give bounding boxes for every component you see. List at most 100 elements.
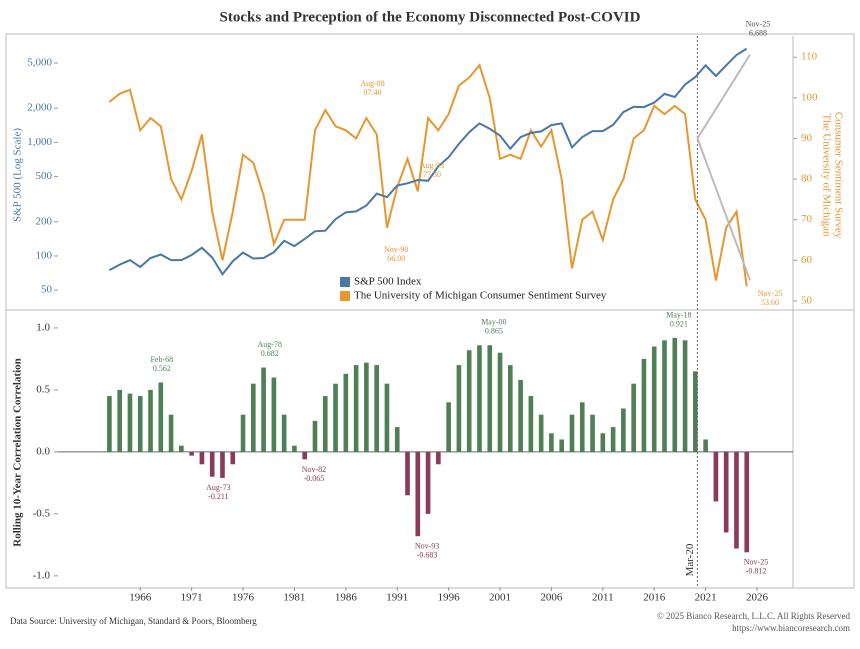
bar xyxy=(384,383,390,452)
bar xyxy=(518,379,523,452)
annotation-value: 6,688 xyxy=(749,28,767,37)
annotation-label: Aug-73 xyxy=(206,483,230,492)
bar xyxy=(641,358,647,452)
bar xyxy=(610,427,616,452)
legend-swatch xyxy=(340,277,350,287)
bar xyxy=(302,451,308,460)
bar xyxy=(179,445,184,452)
y-tick-label: -1.0 xyxy=(33,569,51,581)
y2-tick-label: 80 xyxy=(801,173,813,185)
event-label: Mar-20 xyxy=(684,543,696,576)
arrow xyxy=(696,54,751,139)
bar xyxy=(538,414,544,452)
frame xyxy=(5,33,855,589)
bar xyxy=(137,396,143,452)
bar xyxy=(117,389,122,452)
annotation-label: Nov-25 xyxy=(744,557,768,566)
annotation-value: 53.60 xyxy=(761,298,779,307)
y-tick-label: -0.5 xyxy=(33,507,51,519)
annotation-value: 77.30 xyxy=(423,170,441,179)
x-tick-label: 1986 xyxy=(335,592,358,604)
annotation-label: Nov-25 xyxy=(758,289,782,298)
bar xyxy=(405,451,410,496)
y-axis-title: S&P 500 (Log Scale) xyxy=(12,128,24,222)
annotation-value: -0.812 xyxy=(746,566,767,575)
y2-tick-label: 50 xyxy=(801,294,813,306)
y2-tick-label: 70 xyxy=(801,213,813,225)
bar xyxy=(600,433,606,452)
x-tick-label: 2001 xyxy=(489,592,511,604)
bar xyxy=(107,396,112,452)
y-axis-title: Rolling 10-Year Correlation Correlation xyxy=(12,358,24,547)
bar xyxy=(353,365,359,452)
chart-title: Stocks and Preception of the Economy Dis… xyxy=(220,9,641,25)
legend-label: The University of Michigan Consumer Sent… xyxy=(354,290,607,302)
bar xyxy=(333,383,338,452)
y2-tick-label: 110 xyxy=(801,51,818,63)
bar xyxy=(240,414,246,452)
y-tick-label: 1.0 xyxy=(36,321,50,333)
bar xyxy=(261,367,266,452)
bar xyxy=(189,451,194,456)
bar xyxy=(497,352,503,452)
bar xyxy=(158,382,164,452)
bar xyxy=(662,340,667,452)
bar xyxy=(374,365,379,452)
annotation-value: 97.40 xyxy=(364,88,382,97)
bar xyxy=(590,414,595,452)
bar xyxy=(682,340,688,452)
annotation-value: 66.00 xyxy=(387,254,405,263)
annotation-label: Aug-78 xyxy=(258,340,282,349)
bar xyxy=(271,377,277,452)
x-tick-label: 1976 xyxy=(232,592,255,604)
bar xyxy=(569,414,575,452)
x-tick-label: 1981 xyxy=(283,592,305,604)
annotation-value: 0.865 xyxy=(485,326,503,335)
y2-tick-label: 100 xyxy=(801,91,818,103)
bar xyxy=(477,345,482,452)
annotation-label: Nov-25 xyxy=(746,19,770,28)
series-line xyxy=(108,47,748,277)
bar xyxy=(425,451,431,514)
y-tick-label: 0.0 xyxy=(36,445,50,457)
series-line xyxy=(108,63,748,287)
bar xyxy=(723,451,729,533)
bar xyxy=(651,346,657,452)
y2-axis-title: The University of Michigan xyxy=(820,113,832,237)
bar xyxy=(672,337,678,452)
bar xyxy=(549,433,554,452)
y-tick-label: 1,000 xyxy=(27,136,52,148)
bar xyxy=(436,451,441,465)
arrow xyxy=(696,138,751,281)
bar xyxy=(281,414,287,452)
annotation-value: -0.065 xyxy=(304,474,325,483)
y-tick-label: 50 xyxy=(41,284,53,296)
y2-tick-label: 60 xyxy=(801,254,813,266)
bar xyxy=(621,408,626,452)
x-tick-label: 2026 xyxy=(746,592,769,604)
y-tick-label: 100 xyxy=(36,249,53,261)
y2-tick-label: 90 xyxy=(801,132,813,144)
x-tick-label: 1966 xyxy=(129,592,152,604)
bar xyxy=(734,451,739,549)
annotation-value: -0.211 xyxy=(208,492,228,501)
bar xyxy=(199,451,205,465)
legend-swatch xyxy=(340,291,350,301)
bar xyxy=(312,420,318,452)
bar xyxy=(456,365,462,452)
bar xyxy=(343,373,349,452)
bar xyxy=(148,389,153,452)
bar xyxy=(466,350,472,452)
annotation-value: 0.682 xyxy=(261,349,279,358)
source-note: Data Source: University of Michigan, Sta… xyxy=(10,616,257,626)
bar xyxy=(168,414,174,452)
y-tick-label: 5,000 xyxy=(27,57,52,69)
annotation-value: 0.562 xyxy=(153,364,171,373)
annotation-label: Aug-88 xyxy=(360,79,384,88)
bar xyxy=(713,451,719,502)
bar xyxy=(703,439,708,452)
bar xyxy=(322,396,328,452)
y2-axis-title: Consumer Sentiment Survey xyxy=(832,112,844,239)
bar xyxy=(559,439,565,452)
